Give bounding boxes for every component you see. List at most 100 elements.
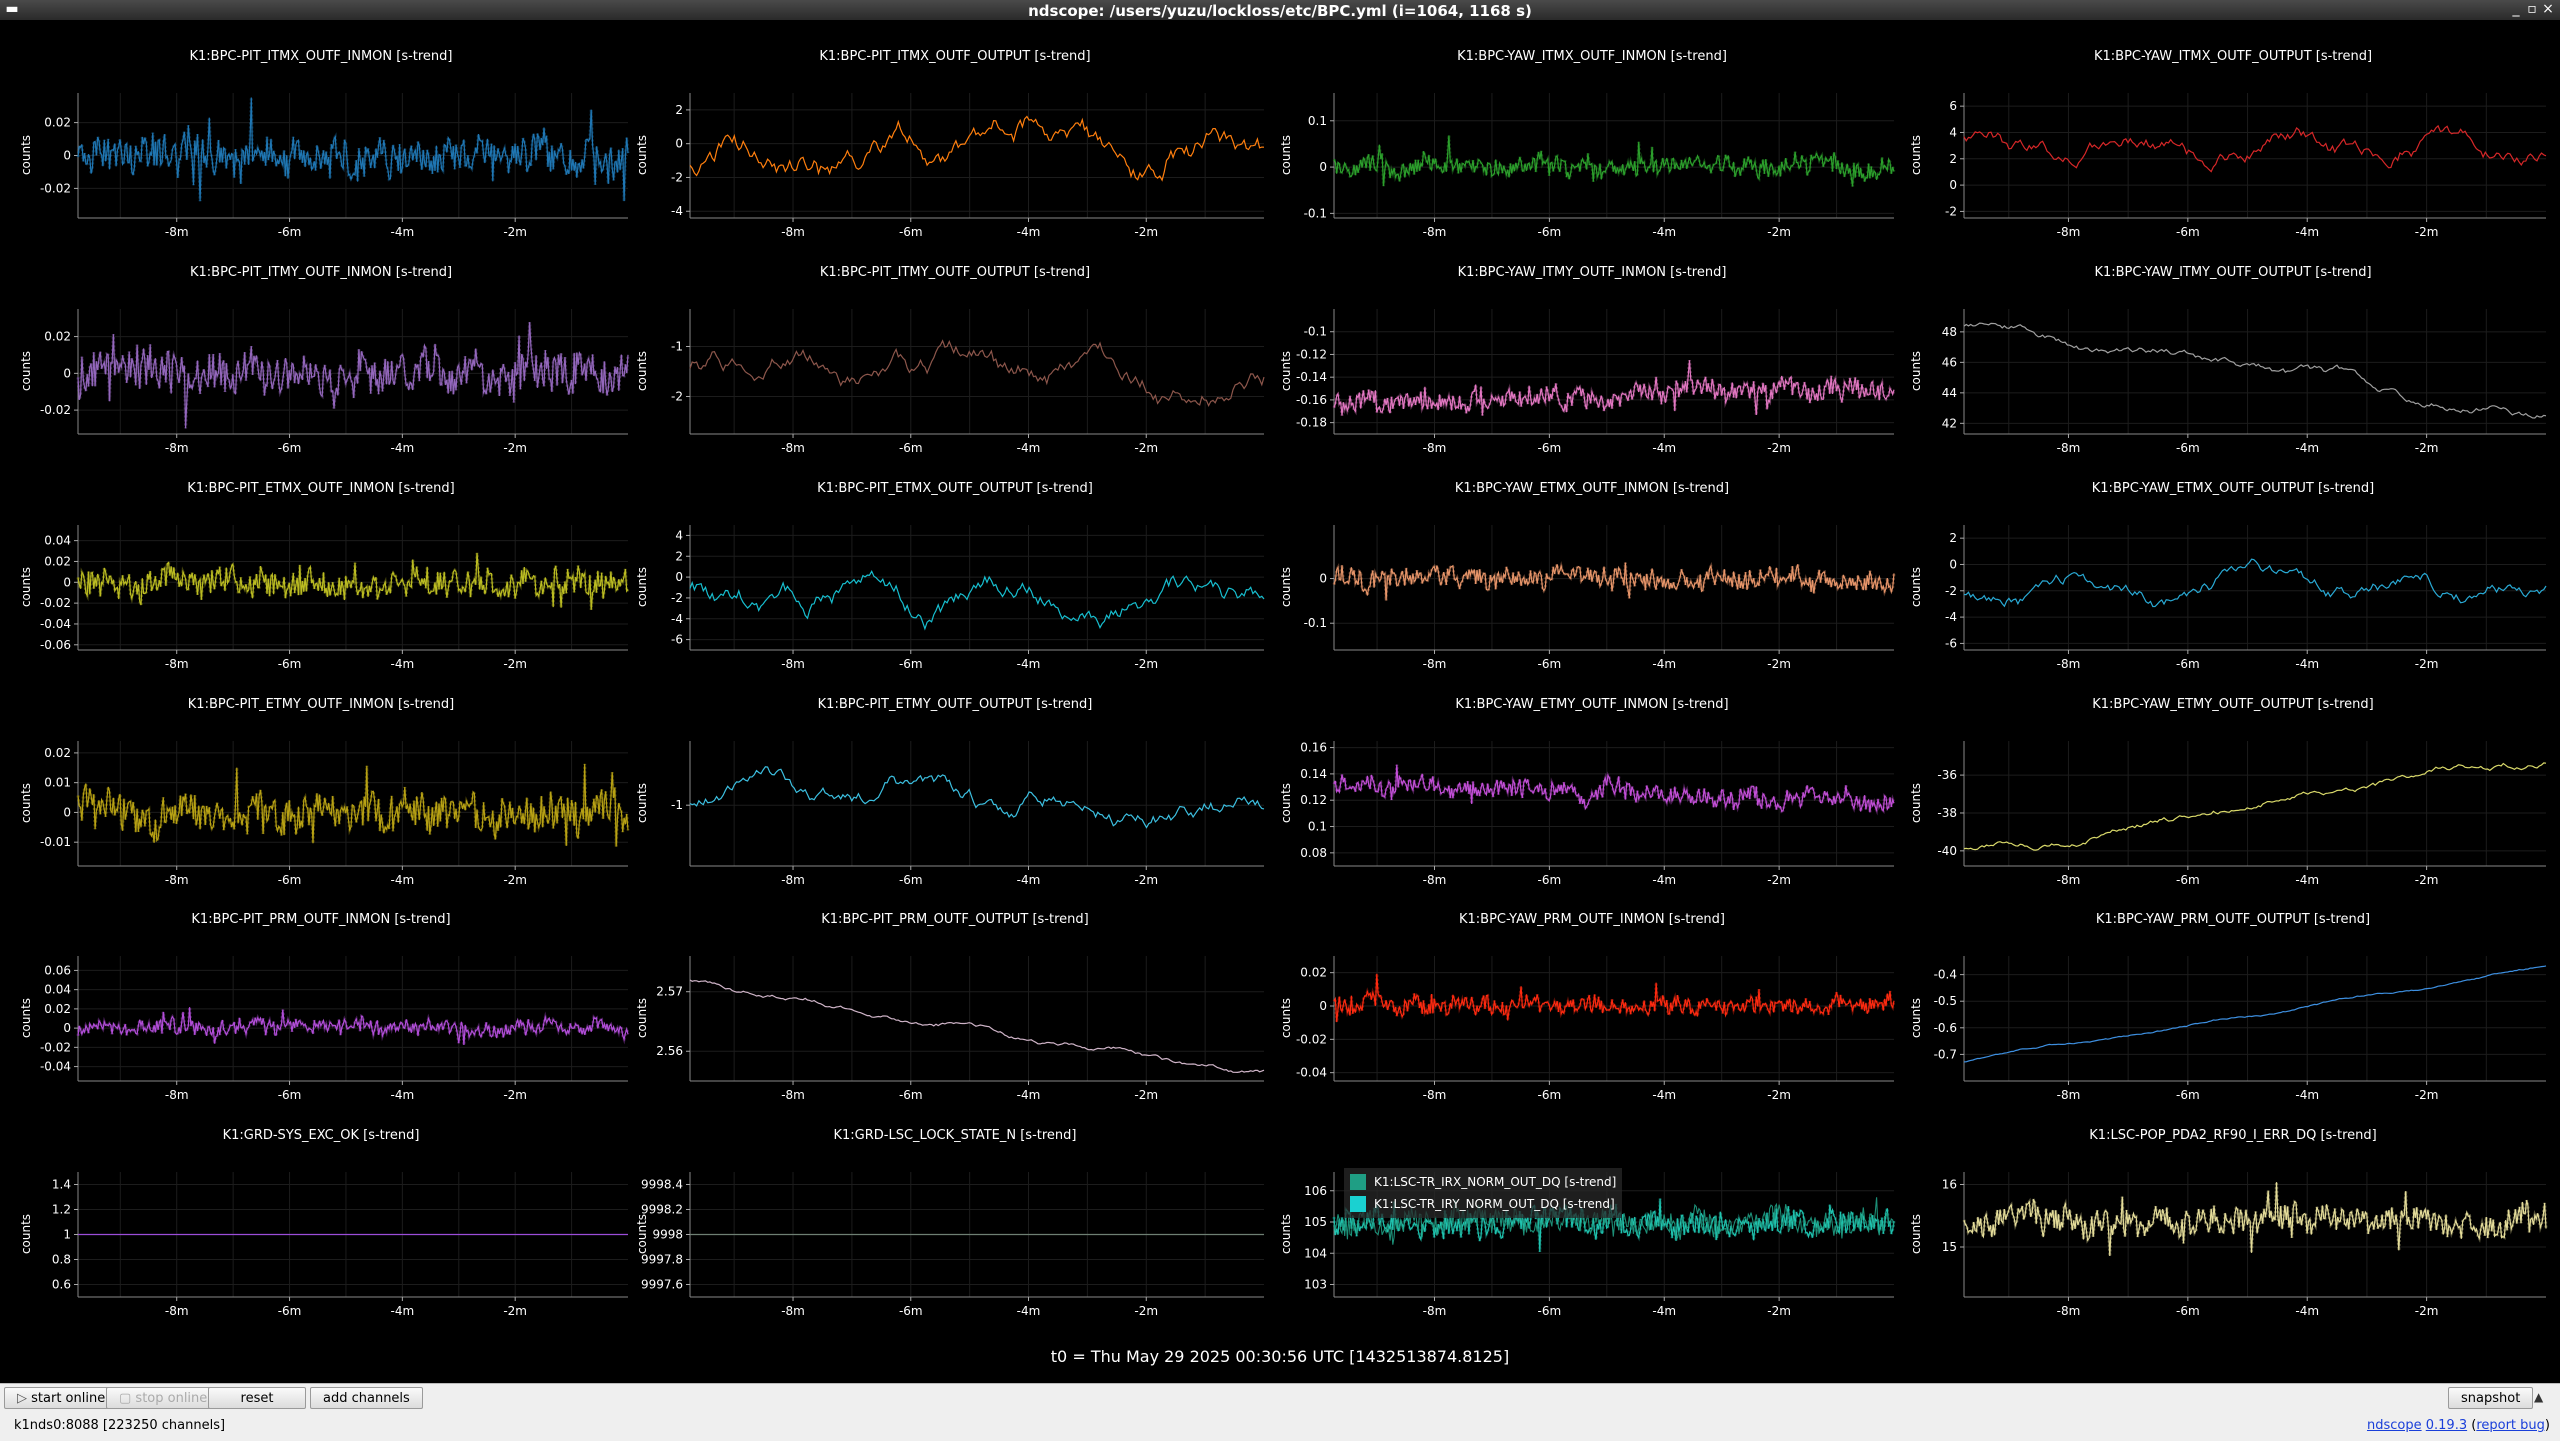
plot-canvas[interactable]: -36 -38 -40 -8m -6m -4m -2m bbox=[1906, 696, 2560, 912]
plot-19[interactable]: K1:BPC-YAW_PRM_OUTF_INMON [s-trend] 0.02 0… bbox=[1276, 911, 1908, 1127]
plot-canvas[interactable]: 4 2 0 -2 -4 -6 -8m -6m -4m -2m bbox=[632, 480, 1278, 696]
close-icon[interactable]: × bbox=[2542, 1, 2554, 17]
plot-canvas[interactable]: -1 -2 -8m -6m -4m -2m bbox=[632, 264, 1278, 480]
plot-17[interactable]: K1:BPC-PIT_PRM_OUTF_INMON [s-trend] 0.06 0… bbox=[0, 911, 642, 1127]
y-axis-label: counts bbox=[1279, 782, 1294, 823]
x-tick-label: -8m bbox=[165, 1304, 189, 1318]
plot-canvas[interactable]: -0.4 -0.5 -0.6 -0.7 -8m -6m -4m -2m bbox=[1906, 911, 2560, 1127]
minimize-icon[interactable]: _ bbox=[2512, 1, 2520, 17]
plot-11[interactable]: K1:BPC-YAW_ETMX_OUTF_INMON [s-trend] 0 -0.… bbox=[1276, 480, 1908, 696]
collapse-chevron-icon[interactable]: ▲ bbox=[2534, 1390, 2544, 1404]
plot-7[interactable]: K1:BPC-YAW_ITMY_OUTF_INMON [s-trend] -0.1… bbox=[1276, 264, 1908, 480]
x-tick-label: -2m bbox=[1767, 225, 1791, 239]
y-axis-label: counts bbox=[635, 1213, 650, 1254]
plot-canvas[interactable]: 0.02 0.01 0 -0.01 -8m -6m -4m -2m bbox=[0, 696, 642, 912]
data-trace bbox=[1963, 762, 2547, 851]
plot-canvas[interactable]: 0 -0.1 -8m -6m -4m -2m bbox=[1276, 480, 1908, 696]
plot-21[interactable]: K1:GRD-SYS_EXC_OK [s-trend] 1.4 1.2 1 0.8 0.6… bbox=[0, 1127, 642, 1343]
x-tick-label: -4m bbox=[1652, 873, 1676, 887]
plot-canvas[interactable]: 48 46 44 42 -8m -6m -4m -2m bbox=[1906, 264, 2560, 480]
plot-4[interactable]: K1:BPC-YAW_ITMX_OUTF_OUTPUT [s-trend] 6 4 2… bbox=[1906, 48, 2560, 264]
snapshot-button[interactable]: snapshot bbox=[2448, 1387, 2534, 1409]
plot-title: K1:BPC-PIT_ETMY_OUTF_INMON [s-trend] bbox=[187, 697, 455, 712]
add-channels-button[interactable]: add channels bbox=[310, 1387, 423, 1409]
y-axis-label: counts bbox=[19, 350, 34, 391]
plot-title: K1:BPC-YAW_ETMY_OUTF_OUTPUT [s-trend] bbox=[2092, 697, 2374, 712]
plot-22[interactable]: K1:GRD-LSC_LOCK_STATE_N [s-trend] 9998.4 9… bbox=[632, 1127, 1278, 1343]
plot-8[interactable]: K1:BPC-YAW_ITMY_OUTF_OUTPUT [s-trend] 48 4… bbox=[1906, 264, 2560, 480]
stop-online-label: stop online bbox=[135, 1391, 208, 1406]
y-tick-label: -2 bbox=[1945, 584, 1957, 598]
plot-canvas[interactable]: 2 0 -2 -4 -6 -8m -6m -4m -2m bbox=[1906, 480, 2560, 696]
plot-canvas[interactable]: 0.16 0.14 0.12 0.1 0.08 -8m -6m -4m -2m bbox=[1276, 696, 1908, 912]
y-tick-label: 16 bbox=[1942, 1178, 1957, 1192]
plot-canvas[interactable]: 0.02 0 -0.02 -8m -6m -4m -2m bbox=[0, 264, 642, 480]
data-trace bbox=[1333, 764, 1895, 813]
plot-canvas[interactable]: 6 4 2 0 -2 -8m -6m -4m -2m bbox=[1906, 48, 2560, 264]
plot-24[interactable]: K1:LSC-POP_PDA2_RF90_I_ERR_DQ [s-trend] 1… bbox=[1906, 1127, 2560, 1343]
maximize-icon[interactable]: ▫ bbox=[2527, 1, 2537, 17]
legend-item[interactable]: K1:LSC-TR_IRY_NORM_OUT_DQ [s-trend] bbox=[1350, 1193, 1616, 1215]
y-tick-label: 105 bbox=[1304, 1215, 1327, 1229]
y-tick-label: -0.1 bbox=[1304, 325, 1327, 339]
x-tick-label: -6m bbox=[278, 873, 302, 887]
control-bar: ▷ start online ▢ stop online reset add c… bbox=[0, 1383, 2560, 1441]
plot-title: K1:BPC-YAW_ETMY_OUTF_INMON [s-trend] bbox=[1455, 697, 1729, 712]
plot-canvas[interactable]: 0.1 0 -0.1 -8m -6m -4m -2m bbox=[1276, 48, 1908, 264]
x-tick-label: -4m bbox=[1652, 225, 1676, 239]
y-tick-label: 4 bbox=[675, 528, 683, 542]
x-tick-label: -2m bbox=[1134, 1088, 1158, 1102]
plot-grid[interactable]: K1:BPC-PIT_ITMX_OUTF_INMON [s-trend] 0.02… bbox=[0, 20, 2560, 1383]
y-tick-label: 0.8 bbox=[52, 1253, 71, 1267]
y-tick-label: 1 bbox=[63, 1228, 71, 1242]
plot-canvas[interactable]: 0.02 0 -0.02 -0.04 -8m -6m -4m -2m bbox=[1276, 911, 1908, 1127]
plot-23[interactable]: 106 105 104 103 -8m -6m -4m -2m counts K1:LSC-TR_… bbox=[1276, 1127, 1908, 1343]
data-trace bbox=[1333, 562, 1895, 601]
plot-canvas[interactable]: 2 0 -2 -4 -8m -6m -4m -2m bbox=[632, 48, 1278, 264]
start-online-button[interactable]: ▷ start online bbox=[4, 1387, 119, 1409]
plot-3[interactable]: K1:BPC-YAW_ITMX_OUTF_INMON [s-trend] 0.1 0… bbox=[1276, 48, 1908, 264]
plot-canvas[interactable]: 9998.4 9998.2 9998 9997.8 9997.6 -8m -6m -4m -2m bbox=[632, 1127, 1278, 1343]
plot-canvas[interactable]: -1 -8m -6m -4m -2m bbox=[632, 696, 1278, 912]
y-tick-label: 0 bbox=[675, 570, 683, 584]
plot-6[interactable]: K1:BPC-PIT_ITMY_OUTF_OUTPUT [s-trend] -1-… bbox=[632, 264, 1278, 480]
y-tick-label: -0.04 bbox=[40, 1060, 71, 1074]
plot-12[interactable]: K1:BPC-YAW_ETMX_OUTF_OUTPUT [s-trend] 2 0 -… bbox=[1906, 480, 2560, 696]
y-tick-label: -0.04 bbox=[40, 617, 71, 631]
plot-13[interactable]: K1:BPC-PIT_ETMY_OUTF_INMON [s-trend] 0.02… bbox=[0, 696, 642, 912]
plot-9[interactable]: K1:BPC-PIT_ETMX_OUTF_INMON [s-trend] 0.04… bbox=[0, 480, 642, 696]
plot-canvas[interactable]: 2.57 2.56 -8m -6m -4m -2m bbox=[632, 911, 1278, 1127]
y-tick-label: 9998 bbox=[652, 1228, 683, 1242]
plot-legend[interactable]: K1:LSC-TR_IRX_NORM_OUT_DQ [s-trend] K1:LS… bbox=[1344, 1168, 1623, 1218]
y-tick-label: 44 bbox=[1942, 386, 1957, 400]
ndscope-link[interactable]: ndscope bbox=[2366, 1418, 2422, 1433]
legend-item[interactable]: K1:LSC-TR_IRX_NORM_OUT_DQ [s-trend] bbox=[1350, 1171, 1616, 1193]
x-tick-label: -8m bbox=[165, 225, 189, 239]
y-tick-label: 0.02 bbox=[44, 116, 71, 130]
x-tick-label: -2m bbox=[503, 873, 527, 887]
plot-15[interactable]: K1:BPC-YAW_ETMY_OUTF_INMON [s-trend] 0.16… bbox=[1276, 696, 1908, 912]
reset-button[interactable]: reset bbox=[208, 1387, 306, 1409]
plot-canvas[interactable]: 1.4 1.2 1 0.8 0.6 -8m -6m -4m -2m bbox=[0, 1127, 642, 1343]
x-tick-label: -8m bbox=[781, 873, 805, 887]
plot-5[interactable]: K1:BPC-PIT_ITMY_OUTF_INMON [s-trend] 0.02… bbox=[0, 264, 642, 480]
plot-16[interactable]: K1:BPC-YAW_ETMY_OUTF_OUTPUT [s-trend] -36… bbox=[1906, 696, 2560, 912]
plot-canvas[interactable]: 0.06 0.04 0.02 0 -0.02 -0.04 -8m -6m -4m -2m bbox=[0, 911, 642, 1127]
window-menu-icon[interactable]: ▬ bbox=[5, 1, 19, 17]
x-tick-label: -6m bbox=[278, 1088, 302, 1102]
plot-canvas[interactable]: -0.1 -0.12 -0.14 -0.16 -0.18 -8m -6m -4m -2m bbox=[1276, 264, 1908, 480]
plot-2[interactable]: K1:BPC-PIT_ITMX_OUTF_OUTPUT [s-trend] 2 0 -… bbox=[632, 48, 1278, 264]
version-link[interactable]: 0.19.3 bbox=[2425, 1418, 2468, 1433]
x-tick-label: -8m bbox=[781, 657, 805, 671]
report-bug-link[interactable]: report bug bbox=[2476, 1418, 2545, 1433]
plot-18[interactable]: K1:BPC-PIT_PRM_OUTF_OUTPUT [s-trend] 2.57… bbox=[632, 911, 1278, 1127]
plot-canvas[interactable]: 106 105 104 103 -8m -6m -4m -2m bbox=[1276, 1127, 1908, 1343]
plot-20[interactable]: K1:BPC-YAW_PRM_OUTF_OUTPUT [s-trend] -0.4… bbox=[1906, 911, 2560, 1127]
plot-canvas[interactable]: 16 15 -8m -6m -4m -2m bbox=[1906, 1127, 2560, 1343]
plot-14[interactable]: K1:BPC-PIT_ETMY_OUTF_OUTPUT [s-trend] -1-… bbox=[632, 696, 1278, 912]
plot-canvas[interactable]: 0.04 0.02 0 -0.02 -0.04 -0.06 -8m -6m -4m -2m bbox=[0, 480, 642, 696]
plot-canvas[interactable]: 0.02 0 -0.02 -8m -6m -4m -2m bbox=[0, 48, 642, 264]
plot-10[interactable]: K1:BPC-PIT_ETMX_OUTF_OUTPUT [s-trend] 4 2 0… bbox=[632, 480, 1278, 696]
plot-1[interactable]: K1:BPC-PIT_ITMX_OUTF_INMON [s-trend] 0.02… bbox=[0, 48, 642, 264]
data-band bbox=[76, 97, 630, 202]
